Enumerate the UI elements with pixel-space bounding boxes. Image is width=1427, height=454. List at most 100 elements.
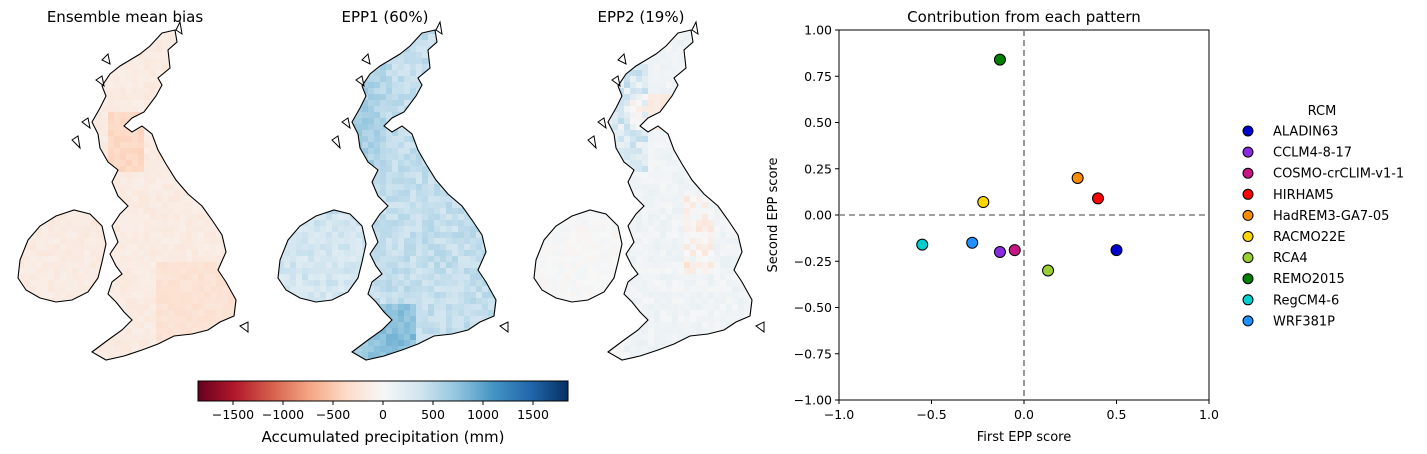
map-panel-epp1: EPP1 (60%): [277, 8, 509, 361]
island-coastline: [355, 75, 365, 88]
coastline: [351, 29, 497, 361]
legend-marker: [1242, 167, 1254, 179]
island-coastline: [239, 321, 249, 333]
point-racmo22e: [977, 196, 990, 209]
y-tick-label: 0.50: [804, 115, 832, 130]
legend-marker: [1242, 125, 1254, 137]
island-coastline: [95, 75, 105, 88]
coastline: [607, 29, 753, 361]
colorbar-ticks: −1500 −1000 −500 0 500 1000 1500: [212, 401, 549, 422]
legend-marker: [1242, 252, 1254, 264]
island-coastline: [81, 117, 91, 130]
point-cclm4-8-17: [993, 246, 1006, 258]
x-tick-label: 0.5: [1107, 407, 1127, 422]
legend-marker: [1242, 315, 1254, 327]
y-tick-label: 0.00: [804, 208, 832, 223]
y-tick-label: 0.25: [804, 161, 832, 176]
legend-label: HIRHAM5: [1273, 188, 1334, 203]
point-hadrem3-ga7-05: [1071, 172, 1084, 184]
colorbar: −1500 −1000 −500 0 500 1000 1500 Accumulated p…: [197, 380, 569, 446]
chart-title: Contribution from each pattern: [907, 8, 1141, 26]
island-coastline: [587, 135, 597, 150]
scatter-points: [916, 53, 1123, 277]
y-axis-ticks: 1.00 0.75 0.50 0.25 0.00 −0.25 −0.50 −0.75 −1.00: [794, 23, 839, 408]
legend: RCM ALADIN63 CCLM4-8-17 COSMO-crCLIM-v1-1 H…: [1242, 104, 1404, 329]
island-coastline: [361, 52, 371, 65]
y-tick-label: 0.75: [804, 69, 832, 84]
point-cosmo-crclim-v1-1: [1008, 244, 1021, 257]
map-title: EPP2 (19%): [598, 8, 685, 26]
scatter-chart: Contribution from each pattern −1.0 −0.5 0…: [766, 8, 1219, 445]
x-axis-label: First EPP score: [977, 430, 1071, 445]
coastline: [277, 209, 367, 303]
island-coastline: [175, 20, 183, 36]
coastline: [533, 209, 623, 303]
coastline: [91, 29, 237, 361]
colorbar-tick-label: −1500: [212, 407, 254, 422]
legend-label: REMO2015: [1273, 272, 1345, 287]
island-coastline: [341, 117, 351, 130]
legend-label: HadREM3-GA7-05: [1273, 209, 1389, 224]
map-panel-epp2: EPP2 (19%): [533, 8, 765, 361]
legend-title: RCM: [1308, 104, 1337, 119]
island-coastline: [755, 321, 765, 333]
legend-marker: [1242, 231, 1254, 242]
colorbar-tick-label: 1500: [517, 407, 549, 422]
colorbar-tick-label: 500: [421, 407, 445, 422]
colorbar-tick-label: −500: [316, 407, 350, 422]
island-coastline: [435, 20, 443, 36]
island-coastline: [101, 52, 111, 65]
legend-marker: [1242, 294, 1254, 306]
island-coastline: [611, 75, 621, 88]
legend-label: ALADIN63: [1273, 125, 1338, 140]
map-title: EPP1 (60%): [342, 8, 429, 26]
x-tick-label: 1.0: [1199, 407, 1219, 422]
legend-label: WRF381P: [1273, 314, 1335, 329]
y-tick-label: −1.00: [794, 393, 832, 408]
x-tick-label: 0.0: [1014, 407, 1034, 422]
x-axis-ticks: −1.0 −0.5 0.0 0.5 1.0: [824, 400, 1219, 422]
island-coastline: [499, 321, 509, 333]
colorbar-tick-label: 1000: [467, 407, 499, 422]
legend-marker: [1242, 209, 1254, 221]
point-rca4: [1042, 264, 1055, 277]
coastline: [17, 209, 107, 303]
x-tick-label: −1.0: [824, 407, 854, 422]
map-field: [18, 30, 236, 360]
legend-label: RegCM4-6: [1273, 293, 1339, 308]
island-coastline: [71, 135, 81, 150]
island-coastline: [617, 52, 627, 65]
y-tick-label: −0.50: [794, 300, 832, 315]
legend-label: RACMO22E: [1273, 230, 1345, 245]
map-field: [534, 30, 752, 360]
point-wrf381p: [966, 236, 979, 249]
island-coastline: [597, 117, 607, 130]
point-remo2015: [993, 53, 1006, 66]
legend-label: CCLM4-8-17: [1273, 146, 1352, 161]
map-title: Ensemble mean bias: [47, 8, 204, 26]
y-tick-label: −0.25: [794, 254, 832, 269]
colorbar-label: Accumulated precipitation (mm): [261, 428, 504, 446]
y-tick-label: −0.75: [794, 346, 832, 361]
colorbar-tick-label: 0: [379, 407, 387, 422]
reference-lines: [839, 30, 1209, 400]
legend-marker: [1242, 188, 1254, 200]
legend-items: ALADIN63 CCLM4-8-17 COSMO-crCLIM-v1-1 HIRHA…: [1242, 125, 1404, 329]
point-regcm4-6: [916, 238, 929, 251]
colorbar-bar: [197, 380, 569, 402]
legend-label: RCA4: [1273, 251, 1308, 266]
island-coastline: [691, 20, 699, 36]
island-coastline: [331, 135, 341, 150]
legend-marker: [1242, 273, 1254, 285]
x-tick-label: −0.5: [916, 407, 946, 422]
y-axis-label: Second EPP score: [766, 158, 781, 273]
y-tick-label: 1.00: [804, 23, 832, 38]
legend-marker: [1242, 146, 1254, 158]
map-panels: Ensemble mean bias EPP1 (60%) EPP2 (19%): [17, 8, 765, 361]
point-hirham5: [1092, 192, 1104, 205]
legend-label: COSMO-crCLIM-v1-1: [1273, 167, 1404, 182]
map-field: [278, 30, 496, 360]
point-aladin63: [1110, 244, 1123, 257]
colorbar-tick-label: −1000: [262, 407, 304, 422]
